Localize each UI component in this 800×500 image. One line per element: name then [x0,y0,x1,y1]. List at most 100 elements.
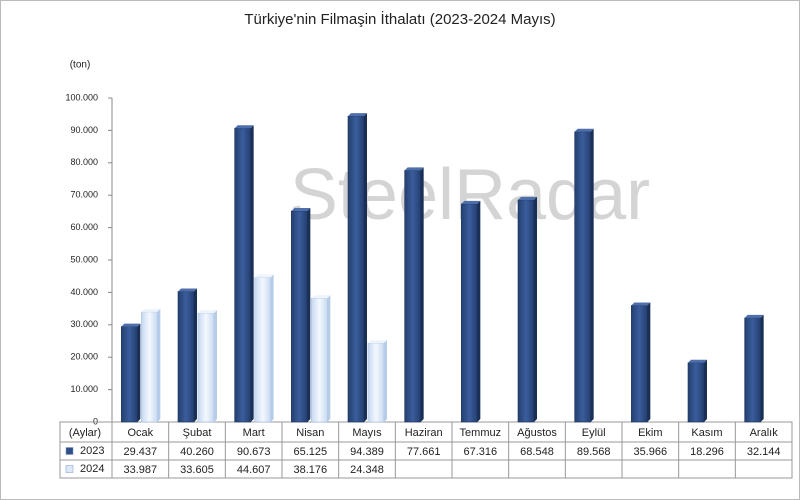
bar [234,127,251,423]
x-tick-label: Aralık [750,427,779,439]
value-label: 89.568 [577,446,611,458]
legend-swatch [65,465,74,473]
bar-top [631,302,651,306]
x-axis-label: (Aylar) [69,427,101,439]
bar-side [420,167,424,422]
x-tick-label: Ağustos [517,427,557,439]
y-tick-label: 80.000 [70,157,98,167]
bar-side [364,113,367,423]
bar-side [647,302,651,422]
x-tick-label: Kasım [691,427,722,439]
bar [517,199,535,423]
bar [744,317,761,423]
y-tick-label: 40.000 [70,287,98,297]
value-label: 90.673 [237,446,271,458]
y-axis-label: (ton) [70,60,91,71]
bar-top [311,295,331,299]
bar-side [137,323,141,422]
bar-side [327,295,331,422]
x-tick-label: Şubat [183,427,212,439]
x-tick-label: Mart [243,427,265,439]
bar-top [291,207,311,211]
bar [291,210,308,423]
bar-side [250,125,254,422]
y-tick-label: 70.000 [70,190,98,200]
y-tick-label: 90.000 [70,125,98,135]
x-tick-label: Ekim [638,427,662,439]
bar-side [307,207,311,422]
bar [687,362,705,423]
bar-side [760,314,764,422]
bar [574,131,591,423]
value-label: 33.987 [124,464,158,476]
bar-top [348,113,367,117]
value-label: 29.437 [124,446,158,458]
x-tick-label: Haziran [405,427,443,439]
bar-top [121,323,141,327]
value-label: 35.966 [634,446,668,458]
y-tick-label: 100.000 [65,92,98,102]
bar [121,326,138,423]
bar-side [477,200,481,422]
bar [404,170,421,423]
y-tick-label: 30.000 [70,319,98,329]
bar [631,305,648,423]
bar-top [574,128,594,132]
bar-top [198,310,217,314]
bar-top [518,196,537,200]
bar-side [384,340,387,422]
bar-side [270,274,274,422]
legend-label: 2023 [80,445,104,457]
bar-side [157,308,161,422]
chart-title: Türkiye'nin Filmaşin İthalatı (2023-2024… [244,10,555,28]
bar [254,277,271,423]
bar-side [194,288,197,422]
y-tick-label: 10.000 [70,384,98,394]
x-tick-label: Mayıs [352,427,382,439]
bar [461,203,478,423]
value-label: 68.548 [520,446,554,458]
legend-swatch [65,447,74,455]
x-tick-label: Ocak [127,427,153,439]
y-tick-label: 60.000 [70,222,98,232]
bar-top [744,314,764,318]
bar-top [178,288,197,292]
legend-label: 2024 [80,463,104,475]
bar-top [254,274,274,278]
value-label: 94.389 [350,446,384,458]
value-label: 38.176 [294,464,328,476]
value-label: 77.661 [407,446,441,458]
bar-side [534,196,537,422]
x-tick-label: Nisan [296,427,324,439]
value-label: 44.607 [237,464,271,476]
bar-top [404,167,424,171]
bar-top [141,308,161,312]
bar [141,311,158,423]
bar-top [234,125,254,129]
value-label: 65.125 [294,446,328,458]
bar-top [688,359,707,363]
y-tick-label: 20.000 [70,352,98,362]
value-label: 40.260 [180,446,214,458]
bar-top [368,340,387,344]
bar-side [704,359,707,422]
bar [177,291,195,423]
x-tick-label: Temmuz [460,427,502,439]
bar [197,312,215,423]
bar-top [461,200,481,204]
bar [367,342,385,423]
y-tick-label: 50.000 [70,254,98,264]
value-label: 67.316 [464,446,498,458]
value-label: 33.605 [180,464,214,476]
y-tick-label: 0 [93,416,98,426]
value-label: 18.296 [690,446,724,458]
bar [311,298,328,423]
x-tick-label: Eylül [582,427,606,439]
bar-side [214,310,217,422]
bar-side [590,128,594,422]
value-label: 24.348 [350,464,384,476]
value-label: 32.144 [747,446,781,458]
bar [347,115,365,423]
